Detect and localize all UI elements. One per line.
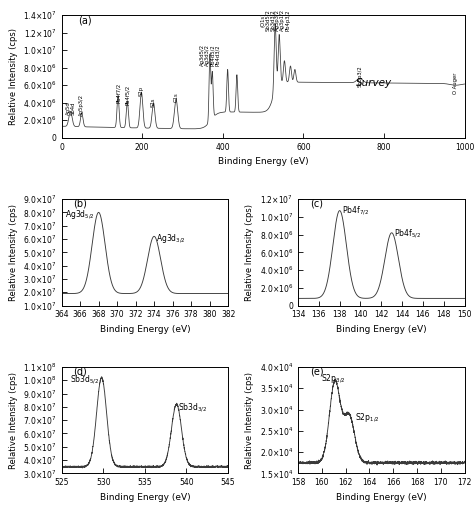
Text: (b): (b) [73, 199, 87, 209]
Text: S2s: S2s [151, 98, 156, 107]
Y-axis label: Relative Intensity (cps): Relative Intensity (cps) [9, 28, 18, 125]
X-axis label: Binding Energy (eV): Binding Energy (eV) [218, 157, 309, 166]
X-axis label: Binding Energy (eV): Binding Energy (eV) [336, 493, 427, 502]
Text: Ag3d$_{5/2}$: Ag3d$_{5/2}$ [65, 208, 95, 221]
X-axis label: Binding Energy (eV): Binding Energy (eV) [100, 493, 190, 502]
Text: Pb4f$_{7/2}$: Pb4f$_{7/2}$ [342, 204, 369, 216]
Text: Ag3d5/2
Ag3d3/2
Pb4d5/2
Pb4d3/2: Ag3d5/2 Ag3d3/2 Pb4d5/2 Pb4d3/2 [200, 44, 220, 66]
Text: S2p$_{1/2}$: S2p$_{1/2}$ [355, 411, 380, 423]
Y-axis label: Relative Intensity (cps): Relative Intensity (cps) [9, 204, 18, 301]
Text: Pb4f$_{5/2}$: Pb4f$_{5/2}$ [394, 228, 421, 240]
Text: C1s: C1s [173, 92, 179, 102]
Y-axis label: Relative Intensity (cps): Relative Intensity (cps) [245, 372, 254, 469]
Text: Pb4f7/2: Pb4f7/2 [116, 82, 120, 103]
Text: Ag5p3/2: Ag5p3/2 [79, 94, 84, 116]
Text: Pb4f5/2: Pb4f5/2 [125, 85, 130, 105]
Y-axis label: Relative Intensity (cps): Relative Intensity (cps) [9, 372, 18, 469]
X-axis label: Binding Energy (eV): Binding Energy (eV) [336, 325, 427, 334]
Text: Survey: Survey [356, 77, 392, 88]
Text: (O1s)
Sb3d5/2
Sb3d3/2
Ag3p3/2
Ag3p1/2
Pb4p3/2: (O1s) Sb3d5/2 Sb3d3/2 Ag3p3/2 Ag3p1/2 Pb… [260, 9, 290, 31]
Text: (d): (d) [73, 366, 87, 377]
Text: Sb3p3/2: Sb3p3/2 [357, 65, 362, 87]
Text: S2p$_{3/2}$: S2p$_{3/2}$ [321, 372, 346, 385]
Text: Sb3d$_{5/2}$: Sb3d$_{5/2}$ [70, 373, 99, 386]
Text: S2p: S2p [139, 86, 144, 96]
Text: (c): (c) [310, 199, 323, 209]
Text: (e): (e) [310, 366, 323, 377]
Text: O Auger: O Auger [453, 72, 458, 94]
Text: Ag3d$_{3/2}$: Ag3d$_{3/2}$ [156, 233, 186, 245]
Text: (a): (a) [78, 16, 91, 26]
Y-axis label: Relative Intensity (cps): Relative Intensity (cps) [245, 204, 254, 301]
X-axis label: Binding Energy (eV): Binding Energy (eV) [100, 325, 190, 334]
Text: Ag5d
Sb4d: Ag5d Sb4d [65, 101, 75, 115]
Text: Sb3d$_{3/2}$: Sb3d$_{3/2}$ [178, 401, 208, 414]
